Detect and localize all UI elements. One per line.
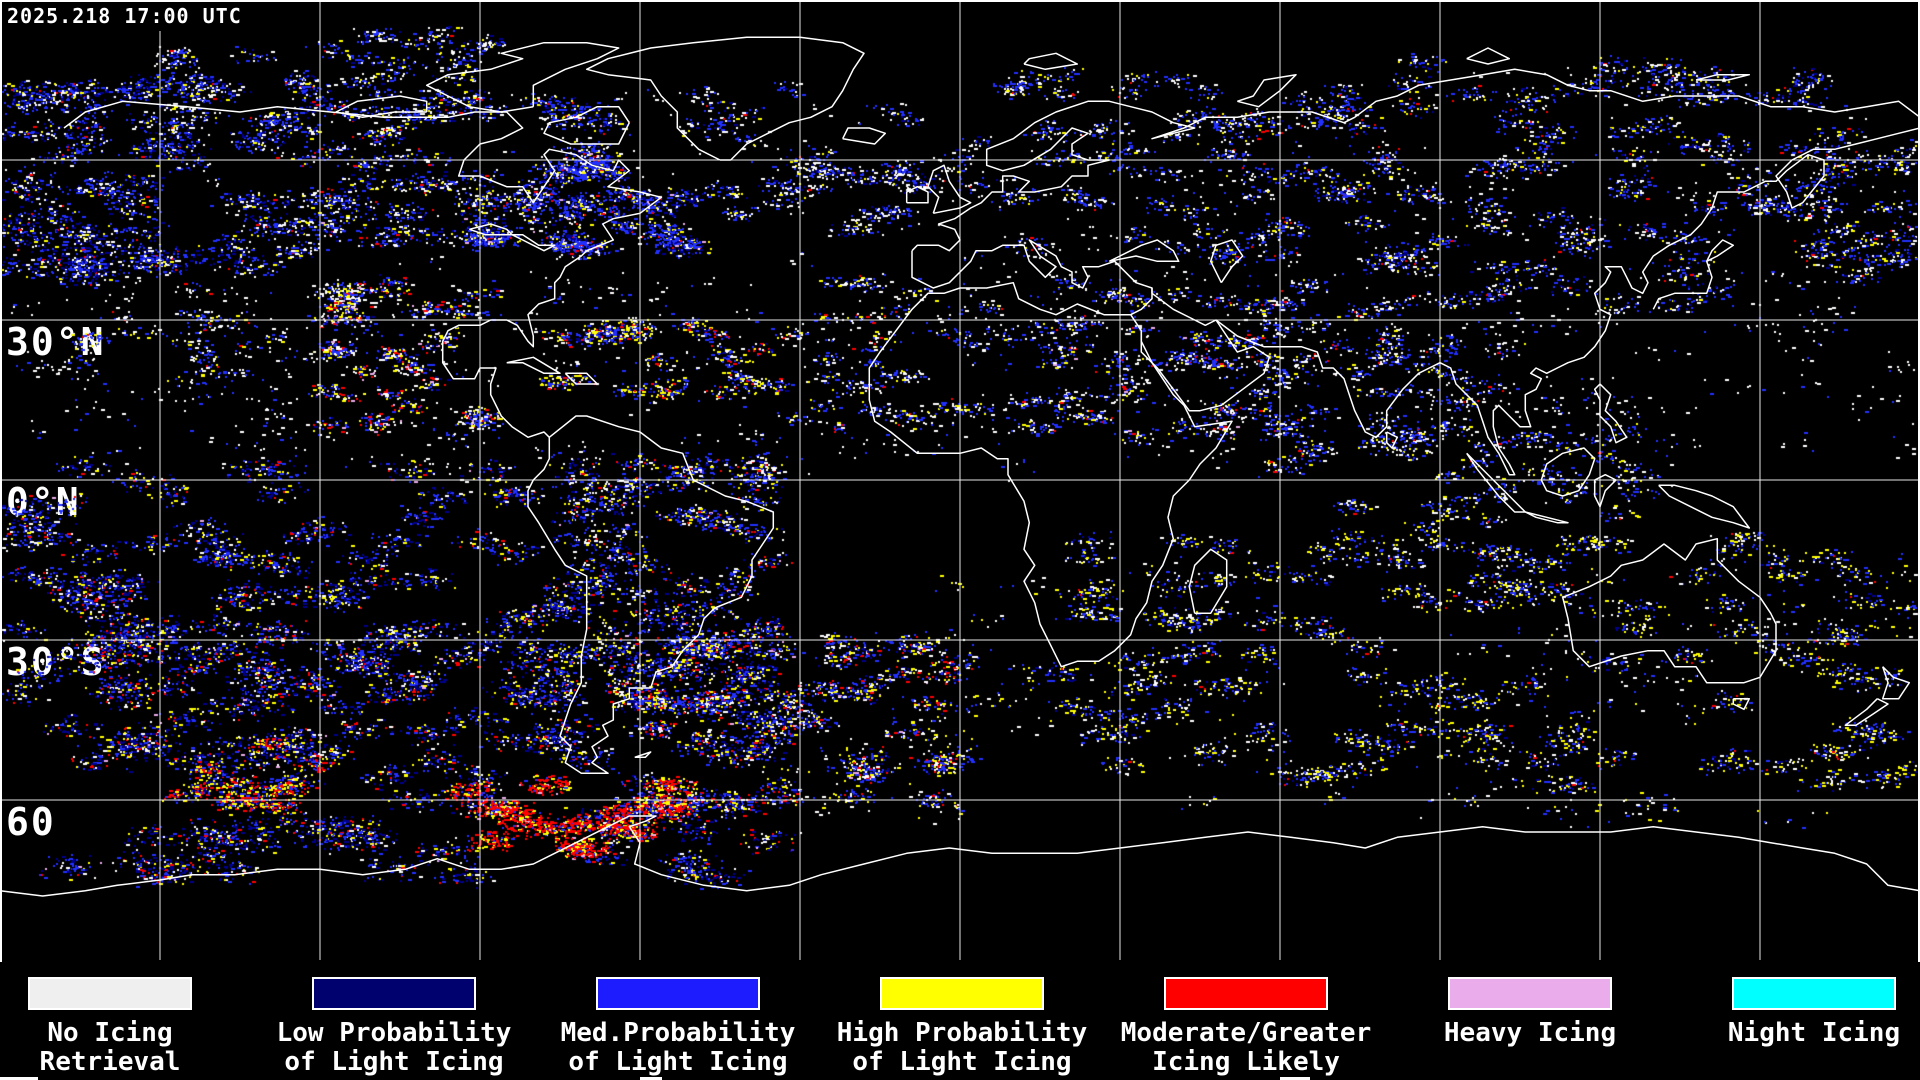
- legend-swatch-low-probability: [312, 977, 476, 1010]
- legend-swatch-high-probability: [880, 977, 1044, 1010]
- legend-label: Heavy Icing: [1443, 1018, 1617, 1048]
- image-border-bottom-segment: [0, 1077, 38, 1080]
- legend-swatch-no-icing: [28, 977, 192, 1010]
- legend-swatch-med-probability: [596, 977, 760, 1010]
- legend-item-night-icing: Night Icing: [1672, 977, 1920, 1048]
- legend-label: High Probability: [836, 1018, 1088, 1048]
- legend-item-med-probability: Med.Probability of Light Icing: [536, 977, 820, 1077]
- image-border-bottom-segment: [640, 1077, 662, 1080]
- timestamp: 2025.218 17:00 UTC: [0, 0, 252, 31]
- legend-label: Med.Probability: [560, 1018, 796, 1048]
- legend-label: No Icing: [47, 1018, 173, 1048]
- legend-label: Icing Likely: [1152, 1047, 1340, 1077]
- image-border-right: [1918, 0, 1920, 962]
- legend-item-low-probability: Low Probability of Light Icing: [252, 977, 536, 1077]
- grid-and-coastline-layer: [0, 0, 1920, 960]
- image-border-left: [0, 0, 2, 962]
- legend-item-high-probability: High Probability of Light Icing: [820, 977, 1104, 1077]
- legend-label: Low Probability: [276, 1018, 512, 1048]
- image-border-bottom-segment: [1280, 1077, 1310, 1080]
- legend-swatch-moderate-greater: [1164, 977, 1328, 1010]
- world-icing-map: 30°N 0°N 30°S 60 2025.218 17:00 UTC: [0, 0, 1920, 960]
- legend: No Icing Retrieval Low Probability of Li…: [0, 960, 1920, 1080]
- legend-label: of Light Icing: [284, 1047, 504, 1077]
- legend-item-heavy-icing: Heavy Icing: [1388, 977, 1672, 1048]
- image-border-top: [0, 0, 1920, 2]
- legend-label: of Light Icing: [568, 1047, 788, 1077]
- legend-swatch-heavy-icing: [1448, 977, 1612, 1010]
- legend-label: Retrieval: [39, 1047, 181, 1077]
- legend-label: Night Icing: [1727, 1018, 1901, 1048]
- legend-label: of Light Icing: [852, 1047, 1072, 1077]
- legend-item-no-icing-retrieval: No Icing Retrieval: [0, 977, 252, 1077]
- legend-label: Moderate/Greater: [1120, 1018, 1372, 1048]
- legend-item-moderate-greater: Moderate/Greater Icing Likely: [1104, 977, 1388, 1077]
- legend-swatch-night-icing: [1732, 977, 1896, 1010]
